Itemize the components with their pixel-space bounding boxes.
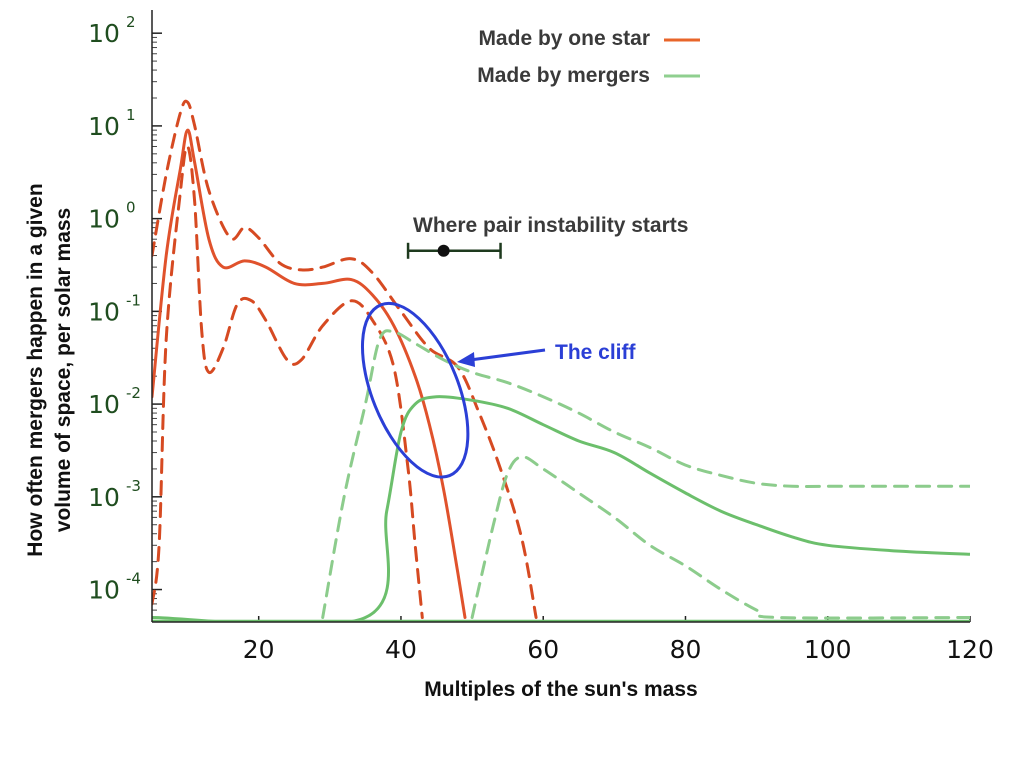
cliff-arrow-head (457, 352, 475, 367)
y-tick-label: 10 (88, 576, 120, 605)
series-line-mergers-solid-3 (152, 395, 970, 622)
y-tick-exponent: -3 (126, 477, 141, 495)
series-line-one_star-dashed-1 (152, 99, 538, 619)
series-layer (152, 99, 970, 622)
series-line-one_star-solid-0 (152, 128, 467, 619)
cliff-arrow-shaft (469, 348, 546, 362)
x-tick-label: 60 (527, 635, 559, 664)
series-line-one_star-dashed-2 (152, 144, 424, 619)
y-tick-exponent: 0 (126, 199, 136, 217)
legend: Made by one star Made by mergers (477, 27, 700, 87)
cliff-ellipse (360, 301, 470, 479)
x-tick-label: 40 (385, 635, 417, 664)
y-tick-label: 10 (88, 390, 120, 419)
y-tick-label: 10 (88, 205, 120, 234)
legend-label-mergers: Made by mergers (477, 64, 650, 87)
annotation-layer (360, 242, 546, 479)
x-tick-label: 100 (804, 635, 852, 664)
series-line-mergers-dashed-4 (321, 329, 970, 619)
legend-label-one-star: Made by one star (478, 27, 650, 50)
cliff-label: The cliff (555, 341, 637, 364)
series-line-mergers-dashed-5 (470, 455, 970, 620)
x-axis-title: Multiples of the sun's mass (424, 678, 697, 701)
x-tick-label: 20 (243, 635, 275, 664)
y-tick-label: 10 (88, 19, 120, 48)
plot-area-background (152, 10, 970, 622)
y-tick-label: 10 (88, 297, 120, 326)
pair-instability-point (437, 244, 450, 257)
y-axis-title-line1: How often mergers happen in a given (24, 183, 47, 556)
y-tick-exponent: 2 (126, 13, 136, 31)
x-tick-label: 120 (946, 635, 994, 664)
y-tick-label: 10 (88, 112, 120, 141)
y-axis-title-line2: volume of space, per solar mass (52, 208, 75, 532)
y-tick-exponent: 1 (126, 106, 136, 124)
y-tick-label: 10 (88, 483, 120, 512)
y-tick-exponent: -1 (126, 291, 141, 309)
x-tick-label: 80 (670, 635, 702, 664)
y-tick-exponent: -4 (126, 570, 141, 588)
pair-instability-label: Where pair instability starts (413, 214, 688, 237)
y-tick-exponent: -2 (126, 384, 141, 402)
